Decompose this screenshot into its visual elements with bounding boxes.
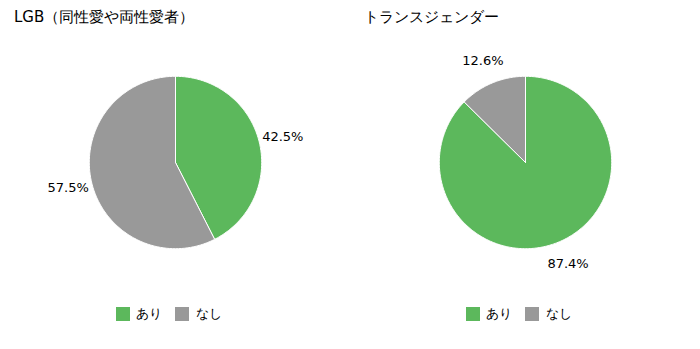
html-text:あり: あり (486, 305, 512, 321)
svg-text:87.4%: 87.4% (547, 256, 588, 271)
html-text:あり: あり (136, 305, 162, 321)
svg-text:12.6%: 12.6% (462, 53, 503, 68)
html-text:トランスジェンダー: トランスジェンダー (364, 8, 499, 26)
html-text:なし: なし (195, 305, 222, 321)
html-text:なし: なし (545, 305, 572, 321)
svg-text:57.5%: 57.5% (48, 180, 89, 195)
html-text:LGB（同性愛や両性愛者）: LGB（同性愛や両性愛者） (14, 8, 195, 26)
svg-text:42.5%: 42.5% (262, 129, 303, 144)
